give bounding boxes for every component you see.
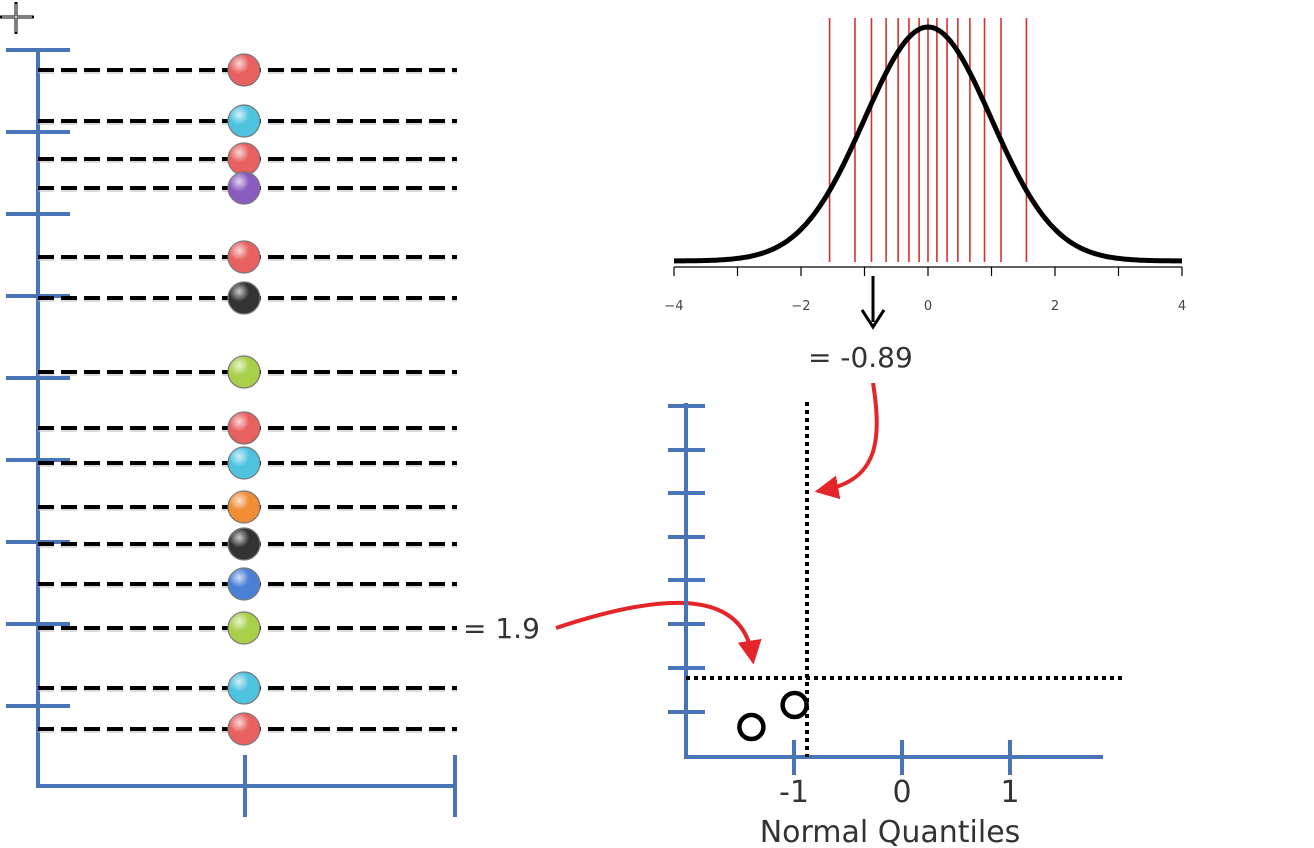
qq-tick-label: -1: [779, 775, 809, 810]
left-dotplot-row: [38, 671, 457, 705]
normal-value-label: = -0.89: [808, 341, 913, 374]
left-dotplot-row: [38, 411, 457, 445]
left-dotplot: [6, 48, 457, 817]
normal-distribution-plot: −4 −2 0 2 4: [664, 18, 1186, 314]
qq-points: [737, 690, 809, 742]
left-dotplot-row: [38, 527, 457, 561]
left-dotplot-row: [38, 490, 457, 524]
qq-plot: -1 0 1 Normal Quantiles: [668, 402, 1126, 848]
left-dotplot-row: [38, 53, 457, 87]
qq-x-axis-label: Normal Quantiles: [760, 815, 1021, 848]
normal-tick-label: −2: [791, 299, 810, 314]
left-dotplot-row: [38, 567, 457, 601]
qq-axes: [668, 403, 1103, 775]
qq-point: [737, 712, 766, 742]
red-arrow-to-point: [555, 600, 762, 665]
qq-tick-label: 1: [1000, 775, 1019, 810]
qq-tick-labels: -1 0 1: [779, 775, 1020, 810]
left-dotplot-row: [38, 281, 457, 315]
normal-tick-label: −4: [664, 299, 683, 314]
down-arrow-icon: [860, 276, 886, 330]
normal-tick-label: 2: [1051, 299, 1059, 314]
data-value-label: = 1.9: [463, 612, 540, 645]
left-dotplot-row: [38, 446, 457, 480]
red-arrow-to-vertical-line: [814, 382, 879, 500]
left-dotplot-row: [38, 712, 457, 746]
left-dotplot-row: [38, 171, 457, 205]
normal-density-curve: [674, 24, 1182, 264]
left-dotplot-rows: [38, 53, 457, 746]
qq-point: [780, 690, 809, 720]
normal-quantile-lines: [828, 18, 1028, 262]
normal-tick-label: 4: [1178, 299, 1186, 314]
left-dotplot-row: [38, 240, 457, 274]
crosshair-cursor-icon: [0, 2, 34, 34]
qq-tick-label: 0: [892, 775, 911, 810]
left-dotplot-row: [38, 142, 457, 176]
left-dotplot-row: [38, 104, 457, 138]
left-dotplot-row: [38, 355, 457, 389]
left-dotplot-row: [38, 611, 457, 645]
normal-x-axis: −4 −2 0 2 4: [664, 266, 1186, 314]
normal-tick-label: 0: [924, 299, 932, 314]
